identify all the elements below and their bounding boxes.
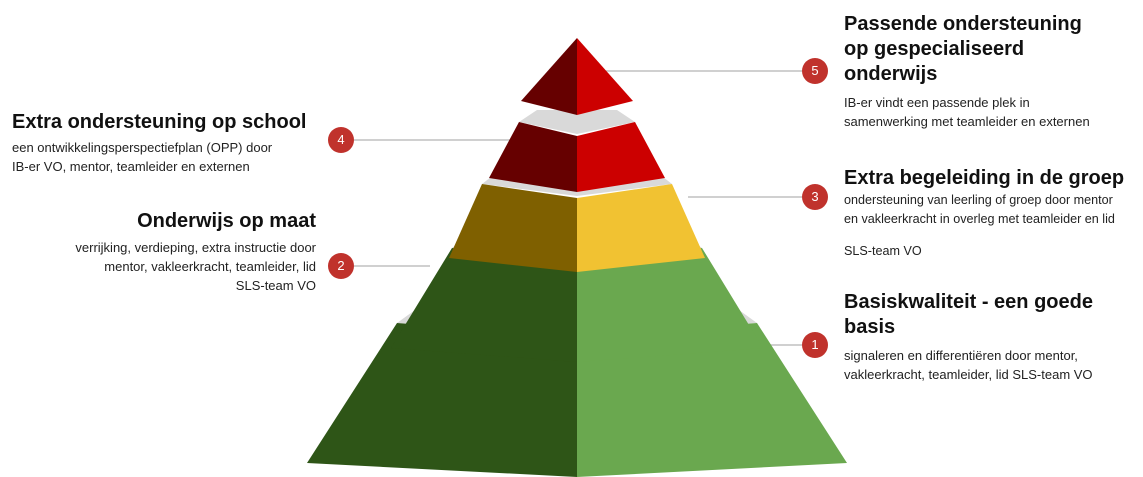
level-1-title-line: basis <box>844 316 896 338</box>
level-4-description-line: IB-er VO, mentor, teamleider en externen <box>12 159 250 174</box>
level-5-title-line: onderwijs <box>844 63 938 85</box>
level-3-face-right <box>577 184 705 272</box>
level-1-badge: 1 <box>802 332 828 358</box>
level-3-badge: 3 <box>802 184 828 210</box>
level-2-face-right <box>577 248 763 362</box>
level-1-description-line: vakleerkracht, teamleider, lid SLS-team … <box>844 367 1093 382</box>
level-1-face-left <box>307 323 577 477</box>
level-3-text: Extra begeleiding in de groep ondersteun… <box>844 166 1143 261</box>
level-5-text: Passende ondersteuning op gespecialiseer… <box>844 12 1134 131</box>
level-2-description: verrijking, verdieping, extra instructie… <box>20 238 316 295</box>
level-2-description-line: verrijking, verdieping, extra instructie… <box>75 240 316 255</box>
level-5-description-line: samenwerking met teamleider en externen <box>844 114 1090 129</box>
level-4-badge: 4 <box>328 127 354 153</box>
level-3-title: Extra begeleiding in de groep <box>844 167 1125 189</box>
level-2-description-line: SLS-team VO <box>235 278 316 293</box>
level-3-face-left <box>449 184 577 272</box>
level-4-gap-band <box>519 110 635 134</box>
level-4-face-left <box>489 122 577 192</box>
level-1-title-line: Basiskwaliteit - een goede <box>844 291 1093 313</box>
level-2-description-line: mentor, vakleerkracht, teamleider, lid <box>104 259 316 274</box>
level-4-title: Extra ondersteuning op school <box>12 111 307 133</box>
level-2-badge: 2 <box>328 253 354 279</box>
level-4-description: een ontwikkelingsperspectiefplan (OPP) d… <box>12 138 312 176</box>
level-1-face-right <box>577 323 847 477</box>
level-2-title: Onderwijs op maat <box>137 210 316 232</box>
level-4-text: Extra ondersteuning op school een ontwik… <box>12 110 312 176</box>
level-5-description: IB-er vindt een passende plek in samenwe… <box>844 93 1134 131</box>
level-4-face-right <box>577 122 665 192</box>
level-1-text: Basiskwaliteit - een goede basis signale… <box>844 290 1134 384</box>
level-5-badge: 5 <box>802 58 828 84</box>
level-5-face-left <box>521 38 577 115</box>
level-3-description-line: ondersteuning van leerling of groep door… <box>844 193 1113 207</box>
level-1-description: signaleren en differentiëren door mentor… <box>844 346 1134 384</box>
level-5-title-line: op gespecialiseerd <box>844 38 1025 60</box>
level-4-description-line: een ontwikkelingsperspectiefplan (OPP) d… <box>12 140 273 155</box>
level-1-description-line: signaleren en differentiëren door mentor… <box>844 348 1078 363</box>
level-3-description-line: en vakleerkracht in overleg met teamleid… <box>844 212 1115 226</box>
level-2-face-left <box>391 248 577 362</box>
level-2-text: Onderwijs op maat verrijking, verdieping… <box>20 209 316 295</box>
level-1-title: Basiskwaliteit - een goede basis <box>844 290 1134 340</box>
level-5-title: Passende ondersteuning op gespecialiseer… <box>844 12 1134 87</box>
level-3-description: ondersteuning van leerling of groep door… <box>844 191 1143 261</box>
level-3-description-line: SLS-team VO <box>844 244 922 258</box>
level-5-face-right <box>577 38 633 115</box>
level-5-description-line: IB-er vindt een passende plek in <box>844 95 1030 110</box>
level-5-title-line: Passende ondersteuning <box>844 13 1082 35</box>
